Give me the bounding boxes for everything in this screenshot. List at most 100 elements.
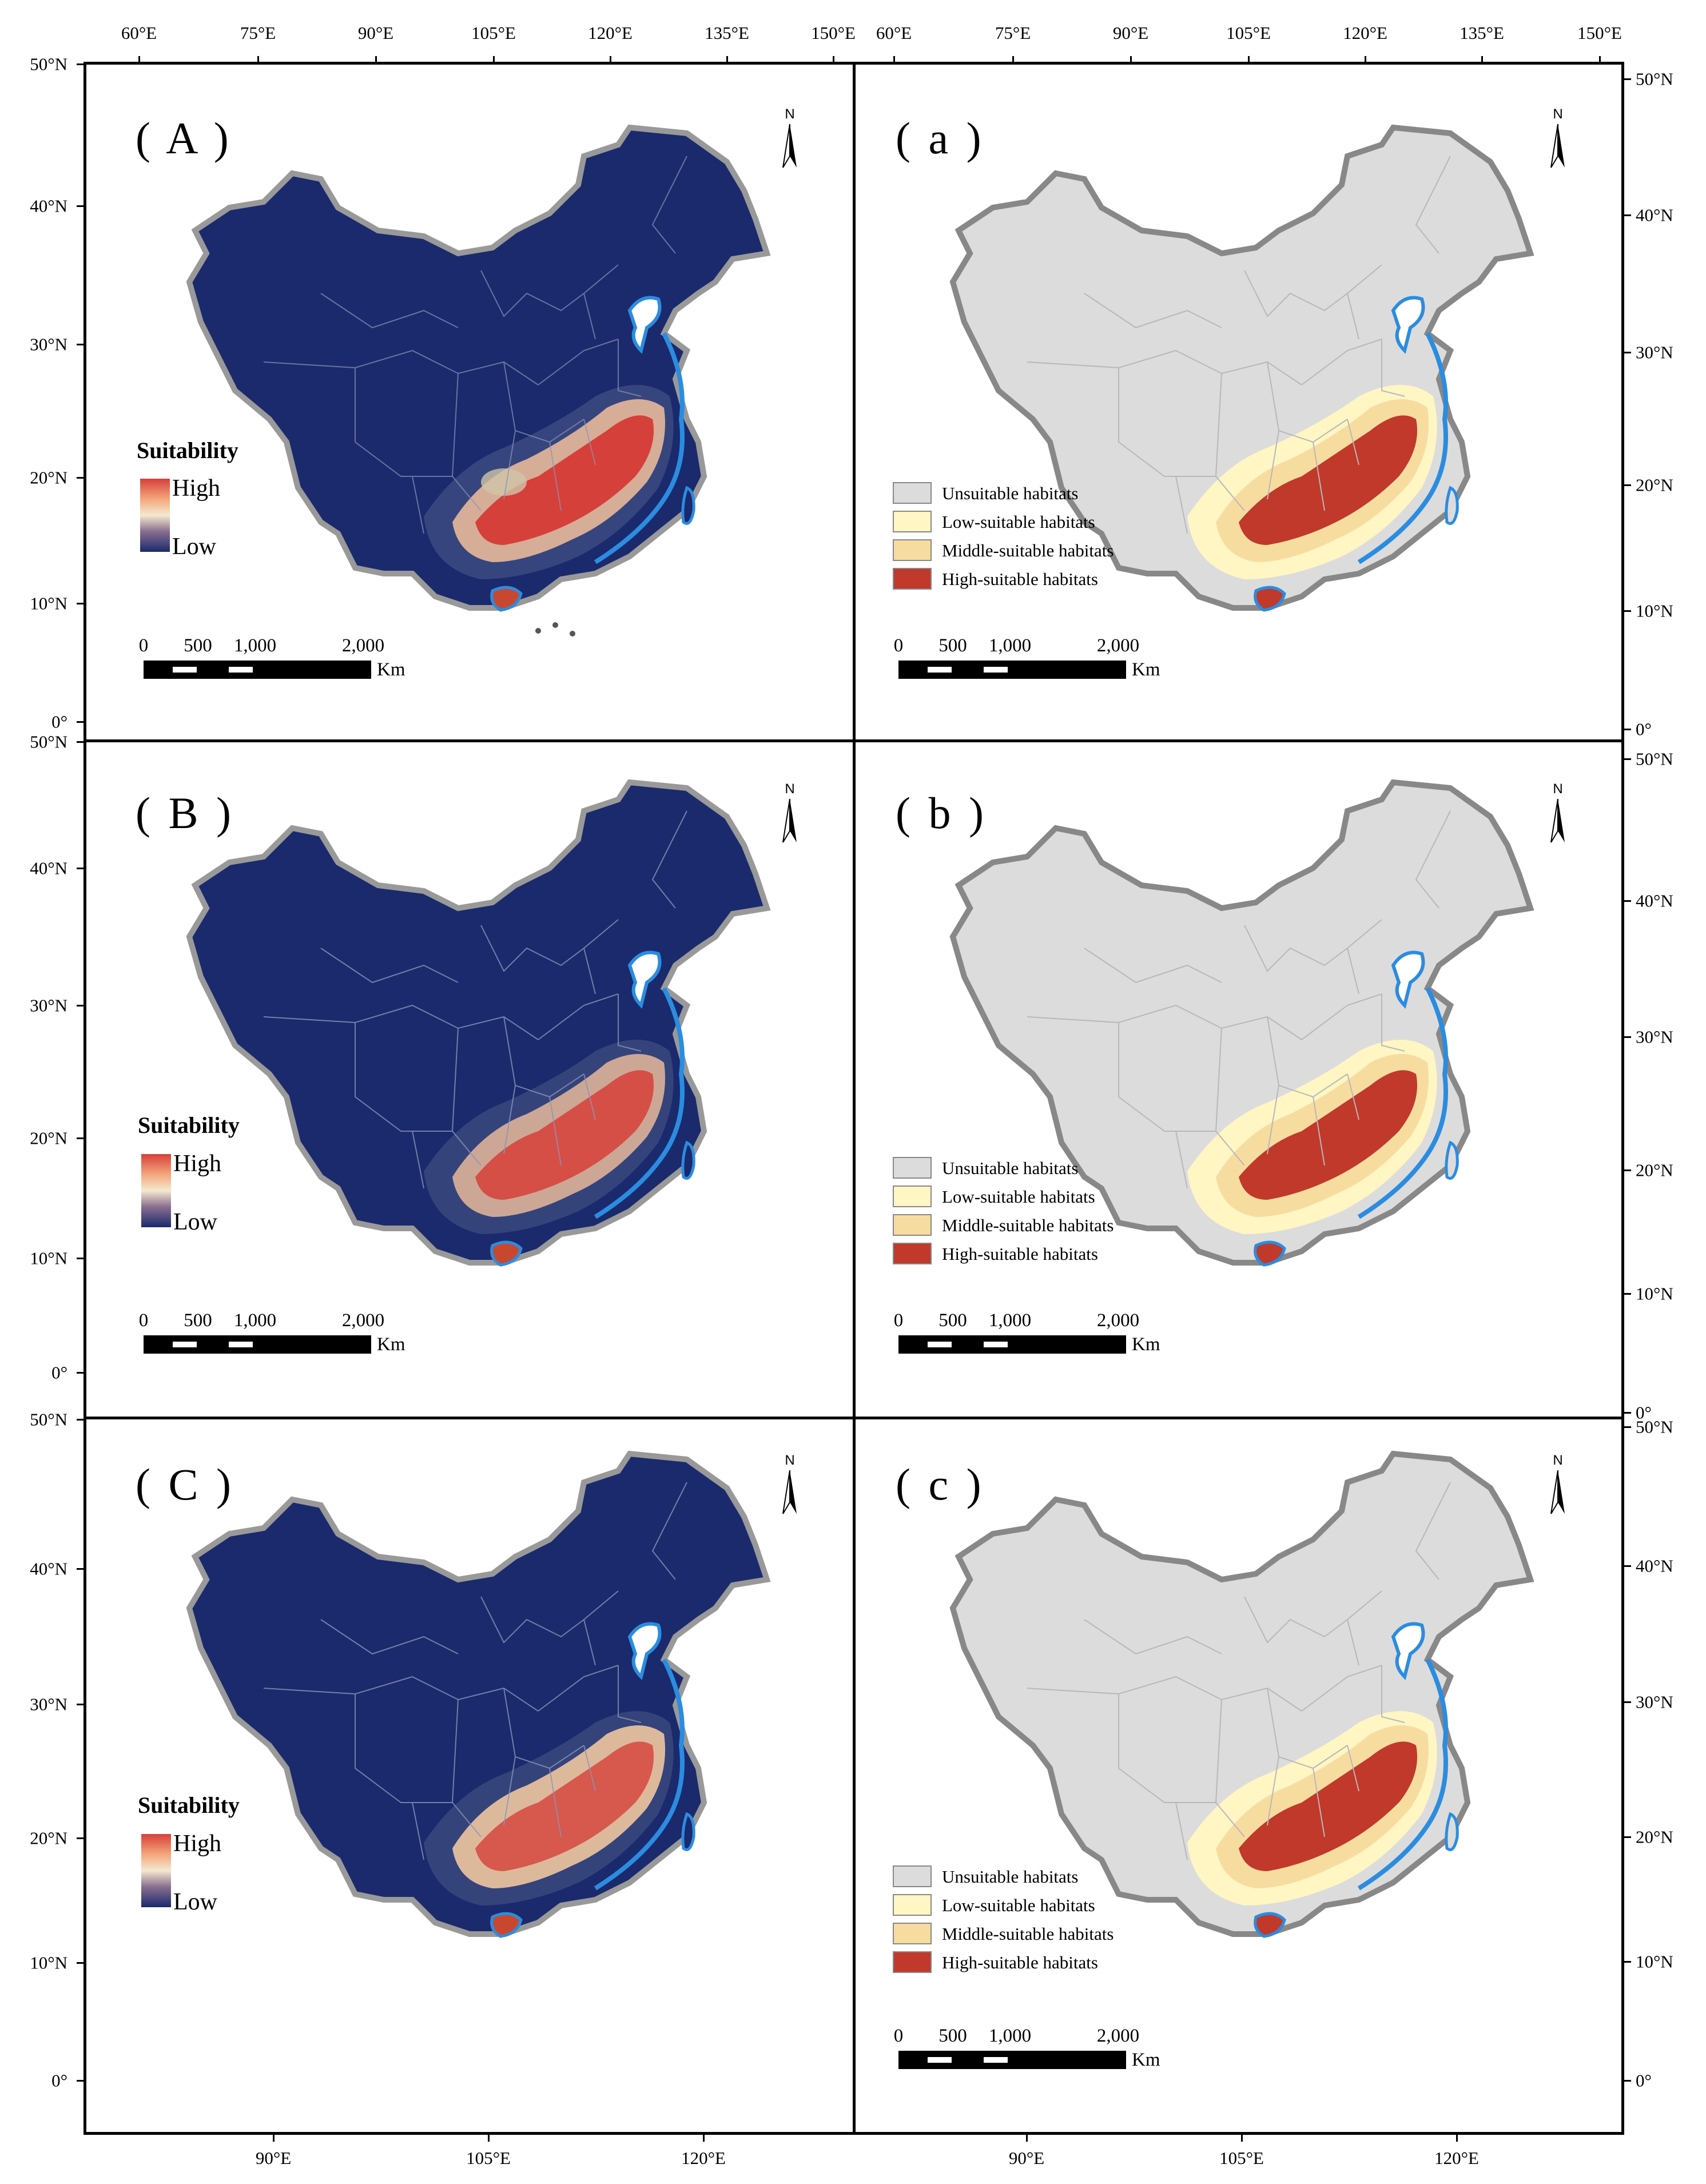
left-tick-label: 0° [51,1362,67,1383]
scale-tick-0: 0 [138,635,149,656]
top-tick-label-right-mark [1599,56,1601,63]
top-tick-label-left-mark [138,56,140,63]
top-tick-label-left-mark [610,56,611,63]
scale-tick-500: 500 [184,1310,212,1331]
left-tick-label-mark [77,205,83,207]
legend-label-low: Low-suitable habitats [942,1895,1095,1915]
north-arrow-icon: N [782,781,797,843]
top-tick-label-right: 120°E [1343,23,1387,43]
left-tick-label: 40°N [30,858,67,878]
right-tick-label: 10°N [1636,600,1673,621]
panel-label: ( c ) [896,1459,985,1509]
suitability-color-ramp [140,479,170,552]
legend-label-unsuitable: Unsuitable habitats [942,1158,1079,1178]
legend-swatch-middle [893,1923,932,1944]
svg-text:N: N [1553,1453,1562,1468]
scale-bar [144,661,371,679]
legend-swatch-unsuitable [893,1157,932,1179]
north-arrow-icon: N [782,1453,797,1514]
top-tick-label-right: 150°E [1577,23,1622,43]
top-tick-label-left: 60°E [121,23,157,43]
scale-tick-2000: 2,000 [1096,635,1140,656]
scale-bar [898,1335,1126,1354]
left-tick-label-mark [77,741,83,743]
right-tick-label-mark [1624,352,1631,353]
north-arrow-icon: N [1550,781,1565,843]
top-tick-label-left: 75°E [240,23,276,43]
left-tick-label-mark [77,1137,83,1139]
top-tick-label-left: 90°E [357,23,394,43]
left-tick-label-mark [77,344,83,345]
legend-swatch-low [893,1894,932,1916]
left-tick-label: 50°N [30,54,67,74]
habitat-map [947,122,1576,636]
legend-title: Suitability [138,1792,240,1818]
legend-swatch-high [893,1243,932,1264]
scale-tick-2000: 2,000 [1096,2026,1140,2046]
legend-high-label: High [173,1151,221,1177]
top-tick-label-right-mark [1248,56,1250,63]
bottom-tick-label-right-mark [1026,2135,1028,2142]
legend-low-label: Low [173,1889,217,1915]
top-tick-label-right: 90°E [1112,23,1149,43]
scale-tick-1000: 1,000 [233,1310,277,1331]
right-tick-label: 0° [1636,2070,1652,2091]
right-tick-label-mark [1624,1426,1631,1428]
top-tick-label-right: 75°E [995,23,1031,43]
bottom-tick-label-left-mark [703,2135,705,2142]
legend-swatch-high [893,1951,932,1973]
column-divider [853,62,856,2135]
top-tick-label-left-mark [726,56,728,63]
right-tick-label-mark [1624,1961,1631,1963]
left-tick-label-mark [77,1962,83,1964]
right-tick-label: 50°N [1636,69,1673,89]
left-tick-label: 30°N [30,334,67,355]
left-tick-label-mark [77,477,83,479]
scale-bar [898,2051,1126,2069]
scale-tick-500: 500 [939,635,967,656]
top-tick-label-right: 60°E [876,23,912,43]
left-tick-label: 0° [51,2070,67,2091]
left-tick-label: 50°N [30,731,67,752]
right-tick-label-mark [1624,78,1631,80]
bottom-tick-label-right: 105°E [1219,2148,1264,2168]
scale-tick-1000: 1,000 [233,635,277,656]
legend-swatch-high [893,568,932,590]
right-tick-label: 0° [1636,719,1652,739]
svg-text:N: N [1553,781,1562,797]
north-arrow-icon: N [1550,106,1565,168]
habitat-legend: Unsuitable habitats Low-suitable habitat… [893,482,1122,596]
legend-label-middle: Middle-suitable habitats [942,1924,1114,1944]
right-tick-label: 40°N [1636,890,1673,911]
top-tick-label-left: 120°E [588,23,633,43]
panel-label: ( b ) [896,788,987,838]
legend-title: Suitability [138,1112,240,1138]
right-tick-label: 40°N [1636,205,1673,225]
panel-label: ( a ) [896,113,985,163]
scale-tick-1000: 1,000 [988,2026,1032,2046]
scale-tick-0: 0 [893,2026,904,2046]
right-tick-label-mark [1624,1293,1631,1295]
svg-text:N: N [785,1453,794,1468]
panel-A: ( A ) N Suitability High Low 0 500 1,000… [86,65,853,739]
scale-unit: Km [1132,1334,1160,1355]
left-tick-label-mark [77,63,83,65]
legend-label-high: High-suitable habitats [942,1244,1098,1264]
top-tick-label-left-mark [257,56,259,63]
right-tick-label: 50°N [1636,749,1673,769]
scale-tick-2000: 2,000 [1096,1310,1140,1331]
svg-text:N: N [785,106,794,122]
right-tick-label: 30°N [1636,1027,1673,1047]
legend-label-high: High-suitable habitats [942,1952,1098,1972]
right-tick-label: 10°N [1636,1951,1673,1972]
legend-label-middle: Middle-suitable habitats [942,1215,1114,1235]
bottom-tick-label-left-mark [488,2135,490,2142]
bottom-tick-label-left-mark [273,2135,275,2142]
bottom-tick-label-right-mark [1456,2135,1458,2142]
left-tick-label: 20°N [30,1828,67,1848]
scale-unit: Km [377,659,405,680]
north-arrow-icon: N [1550,1453,1565,1514]
right-tick-label-mark [1624,900,1631,902]
suitability-map [184,777,813,1291]
scale-unit: Km [1132,659,1160,680]
